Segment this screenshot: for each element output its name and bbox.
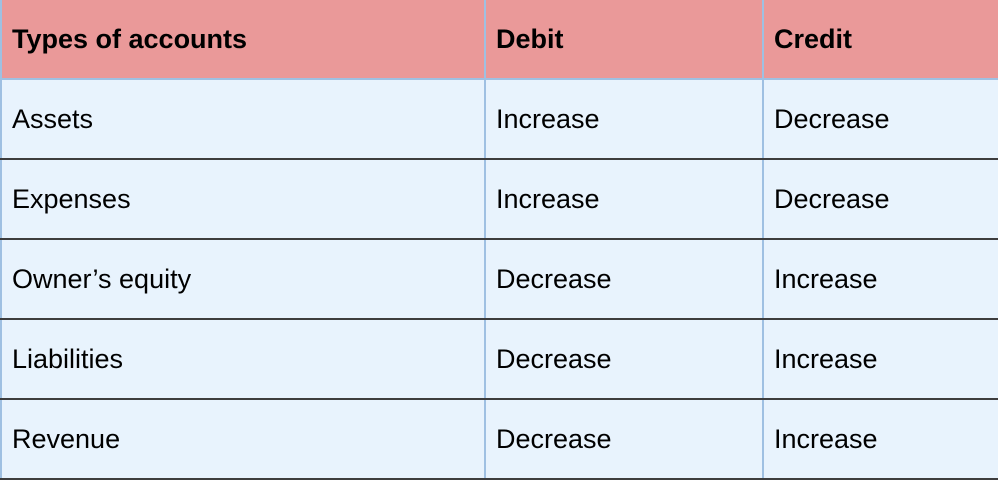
account-type-cell: Revenue: [0, 399, 486, 480]
debit-cell: Decrease: [484, 319, 764, 400]
credit-cell: Increase: [762, 239, 998, 320]
table-row: Owner’s equity Decrease Increase: [0, 239, 998, 320]
header-row: Types of accounts Debit Credit: [0, 0, 998, 80]
credit-cell: Increase: [762, 319, 998, 400]
debit-cell: Decrease: [484, 239, 764, 320]
header-credit: Credit: [762, 0, 998, 80]
header-types: Types of accounts: [0, 0, 486, 80]
header-debit: Debit: [484, 0, 764, 80]
debit-cell: Decrease: [484, 399, 764, 480]
account-type-cell: Expenses: [0, 159, 486, 240]
account-type-cell: Liabilities: [0, 319, 486, 400]
debit-cell: Increase: [484, 79, 764, 160]
account-type-cell: Owner’s equity: [0, 239, 486, 320]
credit-cell: Increase: [762, 399, 998, 480]
table-row: Revenue Decrease Increase: [0, 399, 998, 480]
table-row: Expenses Increase Decrease: [0, 159, 998, 240]
table-row: Assets Increase Decrease: [0, 79, 998, 160]
debit-cell: Increase: [484, 159, 764, 240]
credit-cell: Decrease: [762, 159, 998, 240]
credit-cell: Decrease: [762, 79, 998, 160]
account-type-cell: Assets: [0, 79, 486, 160]
table-row: Liabilities Decrease Increase: [0, 319, 998, 400]
